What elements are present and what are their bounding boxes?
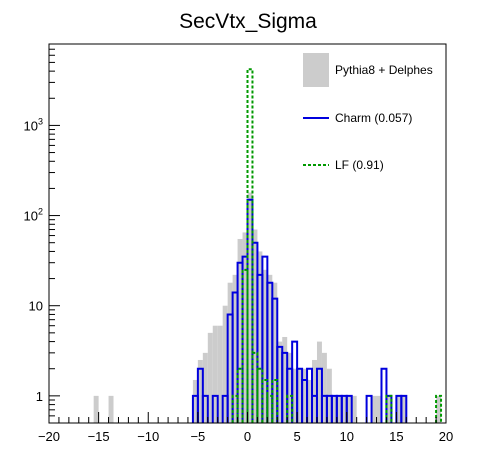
histogram-bar (396, 395, 402, 423)
legend-item: Charm (0.057) (303, 111, 412, 125)
series-2 (231, 68, 443, 423)
histogram-bar (292, 368, 298, 423)
histogram-bar (297, 368, 303, 423)
histogram-bin (246, 68, 254, 423)
y-tick-label: 1 (36, 389, 43, 404)
legend-item: LF (0.91) (303, 158, 384, 172)
histogram-bar (232, 274, 238, 423)
histogram-bar (247, 192, 253, 423)
chart-title: SecVtx_Sigma (179, 10, 317, 33)
legend-swatch (303, 53, 329, 87)
legend-item: Pythia8 + Delphes (303, 53, 433, 87)
histogram-bin (231, 394, 239, 423)
histogram-bar (108, 395, 114, 423)
legend-label: LF (0.91) (335, 158, 384, 172)
histogram-bin (271, 378, 279, 423)
histogram-bar (436, 395, 442, 423)
x-tick-label: 10 (340, 429, 354, 444)
x-tick-label: 5 (294, 429, 301, 444)
histogram-bar (287, 352, 293, 423)
histogram-bin (266, 394, 274, 423)
x-tick-label: −20 (38, 429, 60, 444)
histogram-bar (307, 379, 313, 423)
histogram-bar (316, 341, 322, 423)
histogram-bin (241, 268, 249, 423)
histogram-bar (93, 395, 99, 423)
histogram-bar (207, 332, 213, 423)
histogram-bin (400, 394, 408, 423)
histogram-bar (267, 274, 273, 423)
histogram-bin (261, 378, 269, 423)
histogram-bar (302, 368, 308, 423)
histogram-bin (435, 394, 443, 423)
histogram-bar (192, 379, 198, 423)
legend-label: Charm (0.057) (335, 111, 412, 125)
histogram-bin (201, 394, 209, 423)
histogram-bar (202, 352, 208, 423)
x-tick-label: −5 (190, 429, 205, 444)
histogram-bin (345, 394, 353, 423)
histogram-bar (197, 359, 203, 423)
histogram-bin (286, 394, 294, 423)
x-tick-label: 20 (439, 429, 453, 444)
histogram-bin (365, 394, 373, 423)
histogram-bar (312, 359, 317, 423)
x-tick-label: 15 (389, 429, 403, 444)
histogram-bar (346, 395, 352, 423)
histogram-bar (341, 395, 347, 423)
histogram-bar (252, 229, 258, 423)
histogram-bar (321, 352, 327, 423)
histogram-bar (376, 395, 382, 423)
histogram-bar (272, 282, 278, 423)
histogram-bar (351, 395, 357, 423)
legend-label: Pythia8 + Delphes (335, 63, 433, 77)
x-tick-label: −10 (137, 429, 159, 444)
histogram-bar (212, 325, 218, 423)
histogram-bar (282, 336, 288, 423)
histogram-bar (386, 395, 392, 423)
histogram-bar (331, 395, 337, 423)
histogram-bar (371, 395, 377, 423)
legend: Pythia8 + Delphes Charm (0.057) LF (0.91) (303, 53, 433, 172)
histogram-bar (401, 395, 407, 423)
series-layer (93, 68, 443, 423)
y-tick-label: 10 (29, 299, 43, 314)
x-tick-label: 0 (244, 429, 251, 444)
histogram-bar (262, 269, 268, 423)
histogram-bar (237, 238, 243, 423)
histogram-bin (211, 394, 219, 423)
histogram-bar (277, 341, 283, 423)
histogram-bar (217, 325, 223, 423)
histogram-bar (222, 305, 228, 423)
histogram-bin (385, 394, 393, 423)
histogram-bar (336, 395, 342, 423)
histogram-bar (242, 232, 248, 423)
histogram-bar (257, 251, 263, 423)
histogram-bar (227, 282, 233, 423)
x-tick-label: −15 (88, 429, 110, 444)
